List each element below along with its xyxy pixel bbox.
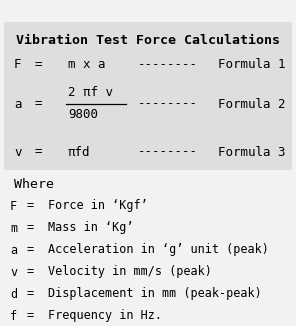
Text: 2 πf v: 2 πf v bbox=[68, 86, 113, 99]
Text: m x a: m x a bbox=[68, 58, 105, 71]
Text: v: v bbox=[14, 145, 22, 158]
Text: f: f bbox=[10, 309, 17, 322]
Text: Vibration Test Force Calculations: Vibration Test Force Calculations bbox=[16, 34, 280, 47]
Text: 9800: 9800 bbox=[68, 109, 98, 122]
Text: =: = bbox=[26, 200, 33, 213]
Text: Formula 2: Formula 2 bbox=[218, 97, 285, 111]
Text: =: = bbox=[26, 288, 33, 301]
Text: a: a bbox=[10, 244, 17, 257]
Text: m: m bbox=[10, 221, 17, 234]
Text: Mass in ‘Kg’: Mass in ‘Kg’ bbox=[48, 221, 133, 234]
Text: d: d bbox=[10, 288, 17, 301]
Text: =: = bbox=[34, 97, 42, 111]
Text: =: = bbox=[26, 244, 33, 257]
Text: Formula 1: Formula 1 bbox=[218, 58, 285, 71]
Text: --------: -------- bbox=[138, 145, 198, 158]
Text: πfd: πfd bbox=[68, 145, 91, 158]
Text: Acceleration in ‘g’ unit (peak): Acceleration in ‘g’ unit (peak) bbox=[48, 244, 269, 257]
Text: Force in ‘Kgf’: Force in ‘Kgf’ bbox=[48, 200, 148, 213]
Text: --------: -------- bbox=[138, 58, 198, 71]
Bar bbox=[4, 22, 292, 170]
Text: F: F bbox=[14, 58, 22, 71]
Text: F: F bbox=[10, 200, 17, 213]
Text: =: = bbox=[26, 221, 33, 234]
Text: Frequency in Hz.: Frequency in Hz. bbox=[48, 309, 162, 322]
Text: Displacement in mm (peak-peak): Displacement in mm (peak-peak) bbox=[48, 288, 262, 301]
Text: Formula 3: Formula 3 bbox=[218, 145, 285, 158]
Text: Where: Where bbox=[14, 177, 54, 190]
Text: Velocity in mm/s (peak): Velocity in mm/s (peak) bbox=[48, 265, 212, 278]
Text: v: v bbox=[10, 265, 17, 278]
Text: =: = bbox=[26, 309, 33, 322]
Text: =: = bbox=[34, 58, 42, 71]
Text: =: = bbox=[34, 145, 42, 158]
Text: =: = bbox=[26, 265, 33, 278]
Text: --------: -------- bbox=[138, 97, 198, 111]
Text: a: a bbox=[14, 97, 22, 111]
